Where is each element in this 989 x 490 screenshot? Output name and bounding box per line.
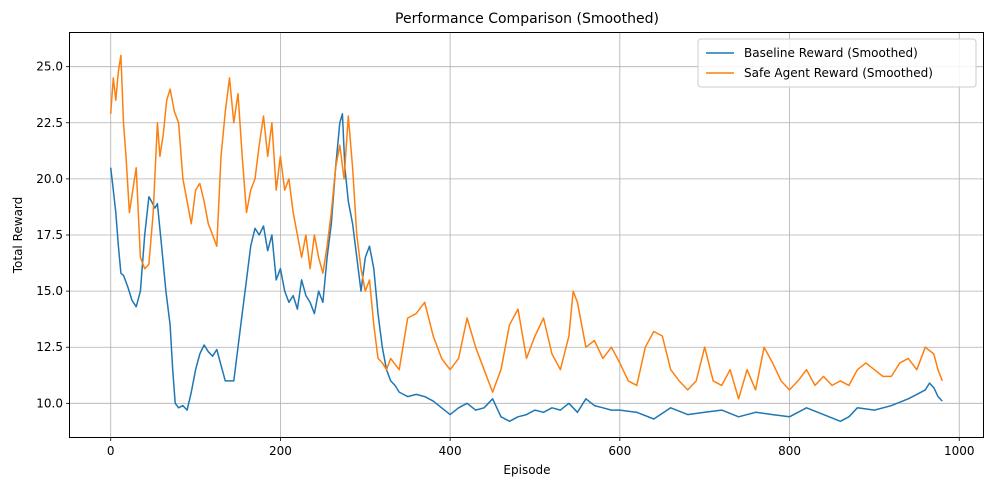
y-tick-label: 25.0	[36, 60, 63, 74]
series-line-2	[109, 54, 944, 400]
y-tick-label: 10.0	[36, 396, 63, 410]
x-tick-label: 1000	[944, 444, 975, 458]
legend-label: Safe Agent Reward (Smoothed)	[744, 66, 933, 80]
x-tick-label: 600	[608, 444, 631, 458]
x-tick-label: 800	[778, 444, 801, 458]
series-line-1	[109, 113, 943, 423]
legend-box	[697, 38, 977, 88]
x-axis-label: Episode	[503, 463, 550, 477]
y-tick-label: 20.0	[36, 172, 63, 186]
y-tick-label: 12.5	[36, 340, 63, 354]
x-tick-label: 200	[269, 444, 292, 458]
chart-title: Performance Comparison (Smoothed)	[395, 11, 659, 27]
y-tick-label: 15.0	[36, 284, 63, 298]
x-tick-label: 0	[107, 444, 115, 458]
legend: Baseline Reward (Smoothed) Safe Agent Rew…	[697, 38, 977, 88]
x-tick-label: 400	[439, 444, 462, 458]
grid	[70, 33, 983, 437]
axis-ticks: 0 200 400 600 800 1000 10.0 12.5 15.0 17.5 20.0 22.…	[36, 60, 974, 458]
legend-label: Baseline Reward (Smoothed)	[744, 46, 918, 60]
y-tick-label: 17.5	[36, 228, 63, 242]
plot-series	[109, 54, 944, 423]
y-tick-label: 22.5	[36, 116, 63, 130]
y-axis-label: Total Reward	[11, 197, 25, 275]
